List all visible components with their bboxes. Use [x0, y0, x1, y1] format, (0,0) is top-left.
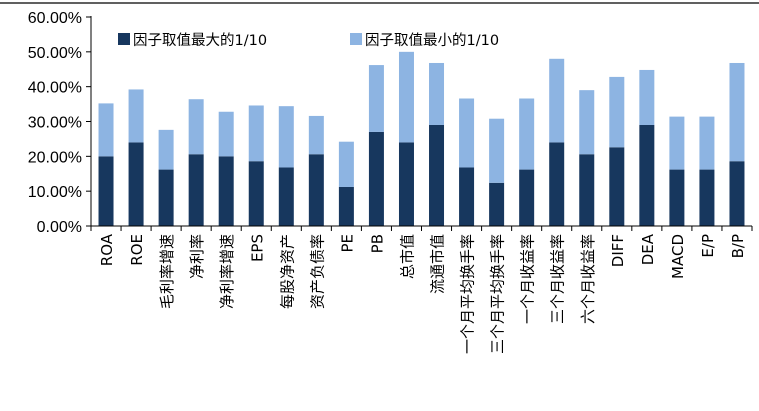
bar-segment-top-decile-17: [609, 147, 625, 226]
x-category-label: 毛利率增速: [158, 234, 176, 309]
x-category-label: 一个月收益率: [519, 234, 537, 324]
bar-segment-bottom-decile-2: [158, 129, 174, 170]
x-category-label: PE: [338, 234, 356, 253]
bar-segment-top-decile-8: [338, 186, 354, 226]
x-category-label: DIFF: [609, 234, 627, 267]
bar-segment-bottom-decile-16: [579, 90, 595, 155]
bar-segment-bottom-decile-1: [128, 89, 144, 143]
bar-segment-top-decile-14: [519, 169, 535, 226]
bar-segment-top-decile-0: [98, 156, 114, 226]
y-tick-label: 20.00%: [28, 149, 82, 166]
bar-segment-bottom-decile-7: [308, 115, 324, 155]
x-category-label: 总市值: [398, 234, 416, 279]
bar-segment-top-decile-1: [128, 142, 144, 226]
bar-segment-top-decile-15: [549, 142, 565, 226]
bars-layer: [98, 51, 745, 226]
x-category-label: E/P: [699, 234, 717, 258]
legend-swatch-top-decile: [118, 33, 130, 45]
x-category-label: MACD: [669, 234, 687, 279]
bar-segment-top-decile-5: [248, 161, 264, 226]
bar-segment-top-decile-11: [429, 124, 445, 226]
x-category-label: 每股净资产: [278, 234, 296, 309]
x-category-label: DEA: [639, 233, 657, 265]
bar-segment-top-decile-18: [639, 124, 655, 226]
bar-segment-bottom-decile-17: [609, 76, 625, 148]
x-category-label: EPS: [248, 234, 266, 262]
x-category-label: PB: [368, 234, 386, 253]
legend-label-bottom-decile: 因子取值最小的1/10: [365, 32, 499, 49]
bar-segment-top-decile-3: [188, 154, 204, 226]
bar-segment-bottom-decile-12: [459, 98, 475, 168]
bar-segment-top-decile-10: [398, 142, 414, 226]
legend-label-top-decile: 因子取值最大的1/10: [133, 32, 267, 49]
bar-segment-bottom-decile-0: [98, 103, 114, 157]
bar-segment-bottom-decile-21: [729, 62, 745, 162]
x-category-label: 净利率: [188, 234, 206, 279]
x-category-label: 三个月平均换手率: [489, 234, 507, 354]
x-category-label: B/P: [729, 234, 747, 258]
legend: 因子取值最大的1/10 因子取值最小的1/10: [118, 32, 499, 49]
bar-segment-bottom-decile-13: [489, 118, 505, 183]
legend-swatch-bottom-decile: [350, 33, 362, 45]
bar-segment-bottom-decile-4: [218, 111, 234, 157]
bar-segment-bottom-decile-19: [669, 116, 685, 170]
y-tick-label: 50.00%: [28, 45, 82, 62]
bar-segment-top-decile-19: [669, 169, 685, 226]
bar-segment-top-decile-7: [308, 154, 324, 226]
bar-segment-bottom-decile-14: [519, 98, 535, 170]
axes-layer: [0, 2, 759, 231]
x-category-label: 六个月收益率: [579, 234, 597, 324]
bar-segment-bottom-decile-18: [639, 69, 655, 125]
y-tick-labels: 0.00% 10.00% 20.00% 30.00% 40.00% 50.00% 60.00…: [28, 10, 82, 236]
y-tick-label: 30.00%: [28, 115, 82, 132]
x-category-label: ROA: [98, 233, 116, 266]
bar-segment-top-decile-6: [278, 167, 294, 226]
bar-segment-bottom-decile-11: [429, 62, 445, 125]
bar-segment-top-decile-20: [699, 169, 715, 226]
bar-segment-bottom-decile-15: [549, 58, 565, 143]
x-category-label: 一个月平均换手率: [459, 234, 477, 354]
bar-segment-top-decile-16: [579, 154, 595, 226]
bar-segment-top-decile-2: [158, 169, 174, 226]
x-category-label: ROE: [128, 234, 146, 266]
y-tick-label: 0.00%: [37, 219, 82, 236]
bar-segment-top-decile-9: [368, 131, 384, 226]
x-tick-labels: ROA ROE 毛利率增速 净利率 净利率增速 EPS 每股净资产 资产负债率 PE PB 总市值流…: [98, 233, 747, 354]
bar-segment-bottom-decile-20: [699, 116, 715, 170]
bar-segment-bottom-decile-8: [338, 141, 354, 187]
y-tick-label: 10.00%: [28, 184, 82, 201]
bar-segment-top-decile-4: [218, 156, 234, 226]
x-category-label: 流通市值: [429, 234, 447, 294]
bar-segment-bottom-decile-5: [248, 105, 264, 162]
bar-segment-top-decile-12: [459, 167, 475, 226]
bar-segment-bottom-decile-3: [188, 99, 204, 155]
y-tick-label: 40.00%: [28, 80, 82, 97]
x-category-label: 资产负债率: [308, 234, 326, 309]
y-tick-label: 60.00%: [28, 10, 82, 27]
bar-segment-bottom-decile-6: [278, 106, 294, 168]
bar-segment-top-decile-13: [489, 182, 505, 226]
x-category-label: 三个月收益率: [549, 234, 567, 324]
x-category-label: 净利率增速: [218, 234, 236, 309]
bar-segment-bottom-decile-9: [368, 65, 384, 132]
bar-segment-top-decile-21: [729, 161, 745, 226]
bar-segment-bottom-decile-10: [398, 51, 414, 143]
